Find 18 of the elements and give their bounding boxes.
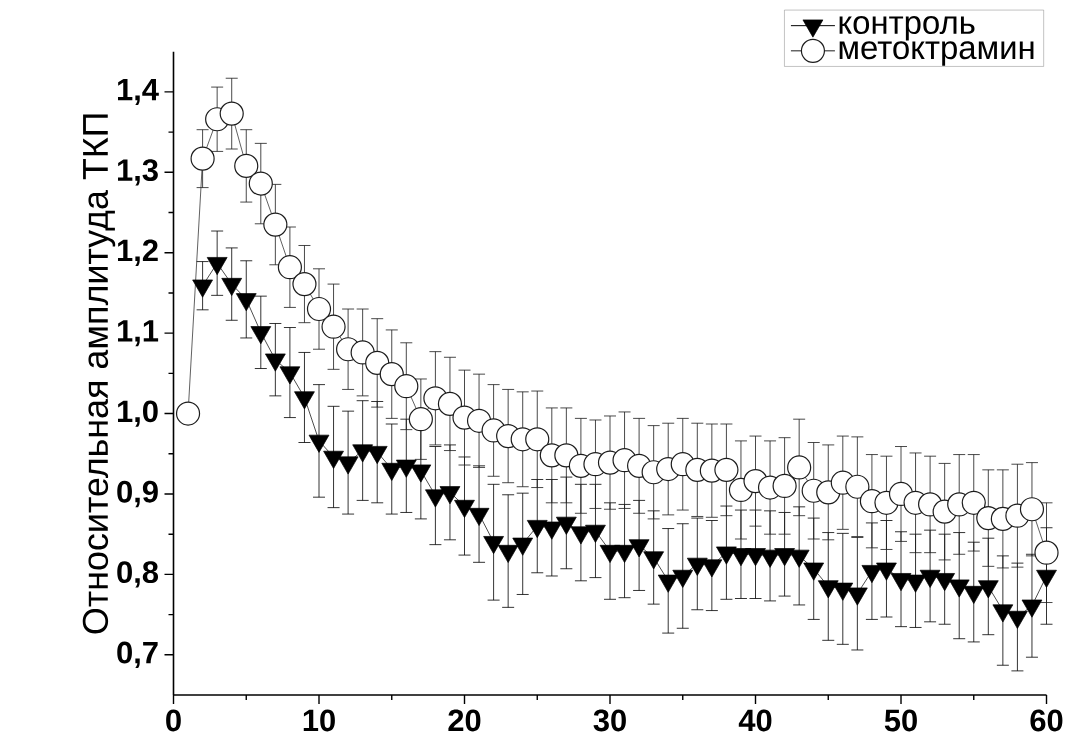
x-tick-label: 60 (1030, 709, 1063, 732)
legend-label: контроль (839, 16, 975, 41)
x-tick-label: 50 (884, 709, 917, 732)
x-tick-label: 0 (166, 709, 181, 732)
y-tick-label: 1,3 (118, 159, 158, 186)
x-tick-label: 30 (593, 709, 626, 732)
y-tick-label: 1,0 (118, 400, 158, 427)
legend-label: метоктрамин (839, 41, 1034, 66)
y-axis-title: Относительная амплитуда ТКП (82, 114, 116, 634)
y-tick-label: 0,8 (117, 561, 159, 588)
x-tick-label: 20 (448, 709, 481, 732)
y-tick-label: 1,2 (118, 239, 158, 266)
y-tick-label: 1,1 (118, 320, 159, 347)
y-tick-label: 0,7 (117, 641, 158, 668)
x-tick-label: 40 (738, 709, 772, 732)
y-tick-label: 0,9 (117, 480, 158, 508)
x-tick-label: 10 (303, 709, 335, 732)
y-tick-label: 1,4 (118, 78, 159, 105)
